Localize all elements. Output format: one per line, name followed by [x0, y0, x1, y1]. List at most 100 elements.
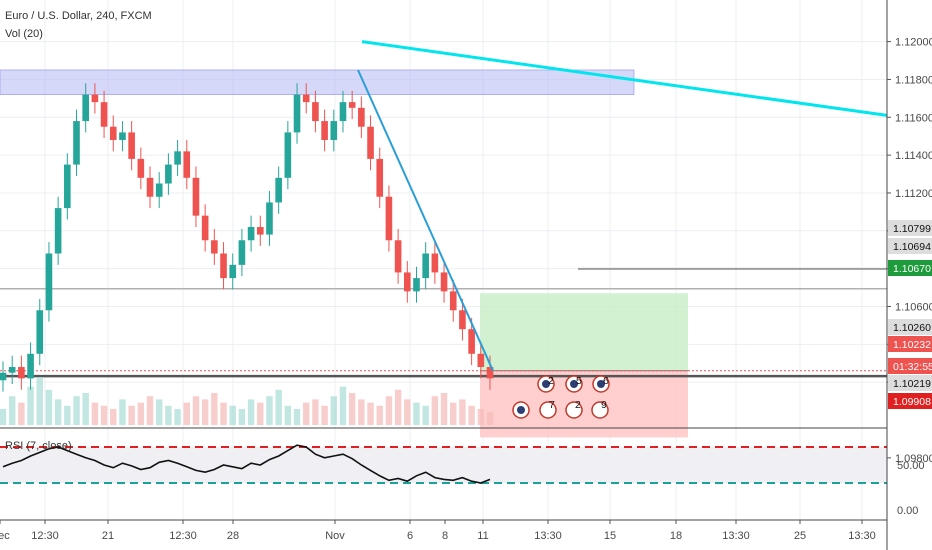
volume-bar	[404, 399, 411, 425]
time-axis[interactable]: 12:30 21 12:30 28 Nov 6 8 11 13:30 15 18 13:30 25 13:…	[0, 520, 876, 542]
event-flag-center	[542, 380, 550, 388]
candle-body	[256, 227, 264, 235]
candle-body	[146, 177, 154, 197]
candle-body	[211, 240, 218, 254]
volume-bar	[45, 389, 53, 425]
volume-indicator-label[interactable]: Vol (20)	[5, 28, 43, 40]
volume-bar	[128, 405, 135, 425]
candle-body	[330, 121, 338, 140]
candle-body	[449, 291, 457, 311]
price-tag-label: 1.10260	[893, 322, 931, 334]
volume-bars	[0, 377, 494, 425]
wedge-trendline[interactable]	[357, 69, 494, 372]
event-flag-icon[interactable]	[539, 401, 557, 419]
event-flag-icon[interactable]	[565, 401, 583, 419]
price-tick-label: 1.11200	[895, 188, 932, 200]
event-flag-icon[interactable]	[591, 401, 609, 419]
candle-body	[238, 240, 246, 265]
volume-bar	[422, 405, 429, 425]
time-tick-label: 13:30	[534, 530, 562, 542]
volume-bar	[110, 409, 117, 425]
event-flag-center	[597, 380, 605, 388]
trendlines[interactable]	[357, 40, 888, 372]
volume-bar	[211, 393, 218, 425]
candle-body	[440, 272, 448, 292]
price-tick-label: 1.10600	[895, 301, 932, 313]
volume-bar	[266, 396, 273, 425]
candle-body	[403, 272, 411, 292]
volume-bar	[8, 396, 16, 425]
volume-bar	[330, 396, 338, 425]
event-count: 6	[603, 375, 609, 387]
volume-bar	[376, 405, 383, 425]
candle-body	[247, 227, 255, 241]
volume-bar	[82, 393, 89, 425]
profit-zone[interactable]	[480, 293, 688, 371]
candle-body	[220, 253, 227, 279]
candle-body	[376, 158, 384, 197]
volume-bar	[358, 399, 365, 425]
event-count: 7	[549, 399, 555, 411]
candle-body	[137, 158, 145, 178]
candle-body	[367, 126, 374, 159]
volume-bar	[247, 399, 255, 425]
volume-bar	[238, 409, 246, 425]
candle-body	[431, 253, 439, 273]
price-tag	[888, 358, 932, 374]
volume-bar	[137, 402, 145, 425]
long-position-tool[interactable]	[480, 293, 688, 438]
candle-body	[385, 196, 393, 241]
candle-body	[174, 151, 181, 165]
volume-bar	[27, 386, 34, 425]
candle-body	[266, 202, 273, 235]
volume-bar	[73, 396, 80, 425]
volume-bar	[0, 409, 7, 425]
resistance-zone[interactable]	[0, 69, 635, 95]
event-count: 2	[548, 375, 554, 387]
volume-bar	[174, 409, 181, 425]
rsi-indicator-label[interactable]: RSI (7, close)	[5, 440, 72, 452]
volume-bar	[468, 405, 475, 425]
volume-bar	[486, 412, 494, 425]
price-tag	[888, 319, 932, 335]
candle-body	[64, 164, 71, 209]
time-tick-label: 15	[604, 530, 616, 542]
candle-body	[413, 278, 420, 292]
time-tick-label: 6	[407, 530, 413, 542]
descending-trendline[interactable]	[361, 40, 888, 117]
candle-body	[119, 132, 126, 140]
candle-body	[275, 177, 282, 203]
symbol-title[interactable]: Euro / U.S. Dollar, 240, FXCM	[5, 10, 152, 22]
rsi-pane	[0, 444, 887, 484]
price-tag	[888, 336, 932, 352]
rsi-tick-label: 0.00	[897, 505, 918, 517]
price-tag	[888, 260, 932, 276]
candle-body	[477, 353, 485, 368]
time-tick-label: 25	[794, 530, 806, 542]
event-count: 5	[576, 375, 582, 387]
candle-body	[394, 240, 402, 273]
price-tag-label: 01:32:55	[893, 361, 932, 373]
candle-body	[155, 183, 163, 197]
economic-events[interactable]: 2 5 6 7 2 9	[512, 375, 610, 419]
candle-body	[312, 102, 319, 122]
loss-zone[interactable]	[480, 370, 688, 438]
price-tag	[888, 393, 932, 409]
volume-bar	[385, 396, 393, 425]
candle-body	[348, 102, 356, 108]
candle-body	[45, 253, 53, 311]
time-tick-label: 8	[442, 530, 448, 542]
candle-body	[284, 132, 292, 178]
volume-bar	[284, 405, 292, 425]
rsi-line	[2, 444, 491, 484]
volume-bar	[367, 402, 374, 425]
candle-body	[54, 208, 62, 254]
price-tag	[888, 238, 932, 254]
volume-bar	[339, 386, 347, 425]
volume-bar	[394, 389, 402, 425]
candle-body	[339, 102, 347, 122]
time-tick-label: 18	[670, 530, 682, 542]
event-count: 2	[575, 399, 581, 411]
rsi-band	[0, 447, 887, 483]
